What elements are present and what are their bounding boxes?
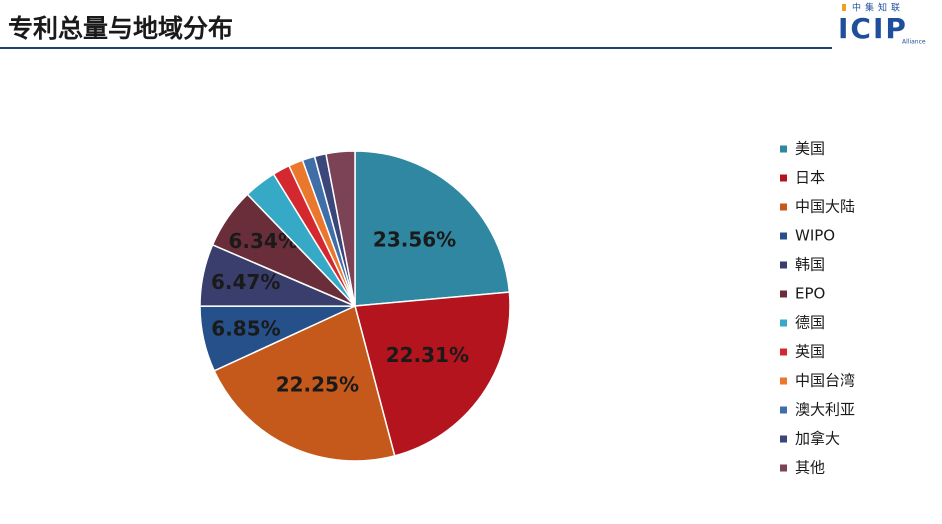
legend-label: 英国 [795, 343, 825, 361]
value-label: 22.25% [276, 372, 359, 396]
legend-swatch [780, 406, 787, 414]
legend-swatch [780, 464, 787, 472]
logo-mark [842, 4, 846, 11]
legend-swatch [780, 348, 787, 356]
legend-label: WIPO [795, 227, 835, 245]
legend-swatch [780, 174, 787, 182]
legend-swatch [780, 319, 787, 327]
legend-swatch [780, 377, 787, 385]
pie-slice [325, 150, 356, 307]
legend-label: 中国大陆 [795, 198, 855, 216]
legend-label: 韩国 [795, 256, 825, 274]
legend-label: 其他 [795, 459, 825, 477]
legend-swatch [780, 435, 787, 443]
pie-slice [354, 291, 511, 457]
legend-swatch [780, 261, 787, 269]
legend-label: 德国 [795, 314, 825, 332]
value-label: 22.31% [386, 343, 469, 367]
legend-label: 中国台湾 [795, 372, 855, 390]
legend-label: 日本 [795, 169, 825, 187]
legend-label: 澳大利亚 [795, 401, 855, 419]
value-label: 23.56% [373, 227, 456, 251]
pie-slice [213, 304, 396, 462]
legend-swatch [780, 290, 787, 298]
legend-label: EPO [795, 285, 825, 303]
value-label: 6.47% [211, 270, 280, 294]
value-label: 6.85% [211, 316, 280, 340]
legend-swatch [780, 232, 787, 240]
logo-sub: Alliance [902, 39, 926, 46]
legend-label: 加拿大 [795, 430, 840, 448]
legend-swatch [780, 145, 787, 153]
pie-slice [354, 150, 511, 307]
legend-swatch [780, 203, 787, 211]
legend-label: 美国 [795, 140, 825, 158]
logo-text: ICIP [838, 12, 908, 45]
slide-title: 专利总量与地域分布 [8, 14, 233, 43]
logo-brand: 中集知联 [852, 2, 904, 14]
